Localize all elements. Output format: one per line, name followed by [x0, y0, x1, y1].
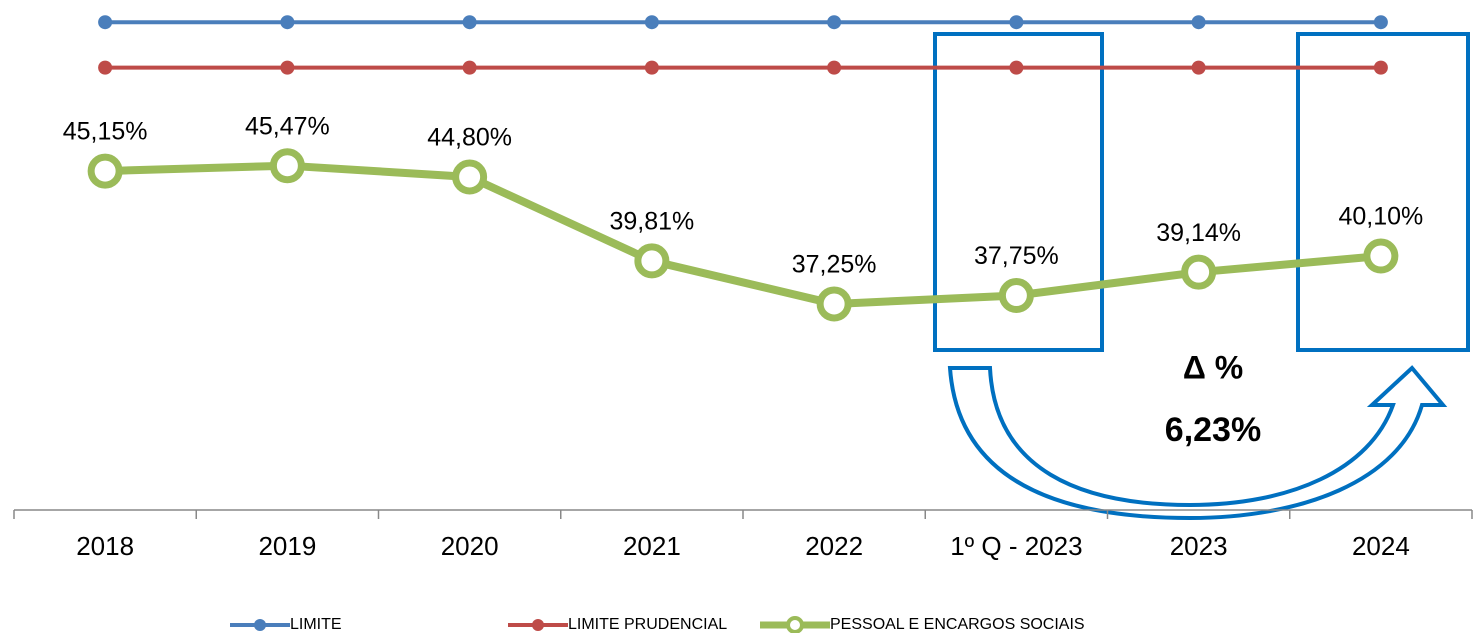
x-tick-label: 2024	[1352, 531, 1410, 561]
x-tick-label: 2020	[441, 531, 499, 561]
marker	[816, 286, 852, 322]
data-label: 39,81%	[609, 208, 694, 236]
highlight-box	[933, 32, 1104, 352]
marker	[827, 15, 842, 30]
marker	[98, 60, 113, 75]
data-label: 45,47%	[245, 112, 330, 140]
marker	[462, 60, 477, 75]
marker	[280, 60, 295, 75]
marker	[280, 15, 295, 30]
marker	[1373, 15, 1388, 30]
change-arrow	[947, 365, 1448, 521]
marker	[644, 60, 659, 75]
marker	[1181, 254, 1217, 290]
annotation: 6,23%	[1165, 411, 1261, 449]
x-tick-label: 2018	[76, 531, 134, 561]
data-label: 37,25%	[792, 251, 877, 279]
marker	[98, 15, 113, 30]
data-label: 40,10%	[1338, 203, 1423, 231]
data-label: 39,14%	[1156, 219, 1241, 247]
marker	[1363, 238, 1399, 274]
highlight-box	[1296, 32, 1470, 352]
annotation: Δ %	[1183, 349, 1243, 385]
x-tick-label: 2022	[805, 531, 863, 561]
marker	[998, 278, 1034, 314]
marker	[827, 60, 842, 75]
legend-label: LIMITE	[290, 616, 342, 633]
legend-marker	[786, 616, 804, 633]
legend-label: PESSOAL E ENCARGOS SOCIAIS	[830, 616, 1085, 633]
x-tick-label: 2023	[1170, 531, 1228, 561]
data-label: 45,15%	[63, 118, 148, 146]
marker	[87, 153, 123, 189]
x-tick-label: 2021	[623, 531, 681, 561]
marker	[1191, 60, 1206, 75]
data-label: 44,80%	[427, 124, 512, 152]
legend-label: LIMITE PRUDENCIAL	[568, 616, 727, 633]
marker	[462, 15, 477, 30]
x-tick-label: 1º Q - 2023	[950, 531, 1082, 561]
marker	[1009, 15, 1024, 30]
series-line	[105, 161, 1382, 308]
marker	[452, 159, 488, 195]
data-label: 37,75%	[974, 242, 1059, 270]
marker	[1009, 60, 1024, 75]
marker	[634, 243, 670, 279]
legend-marker	[532, 619, 544, 631]
marker	[1191, 15, 1206, 30]
marker	[269, 148, 305, 184]
marker	[1373, 60, 1388, 75]
legend-marker	[254, 619, 266, 631]
x-tick-label: 2019	[258, 531, 316, 561]
marker	[644, 15, 659, 30]
